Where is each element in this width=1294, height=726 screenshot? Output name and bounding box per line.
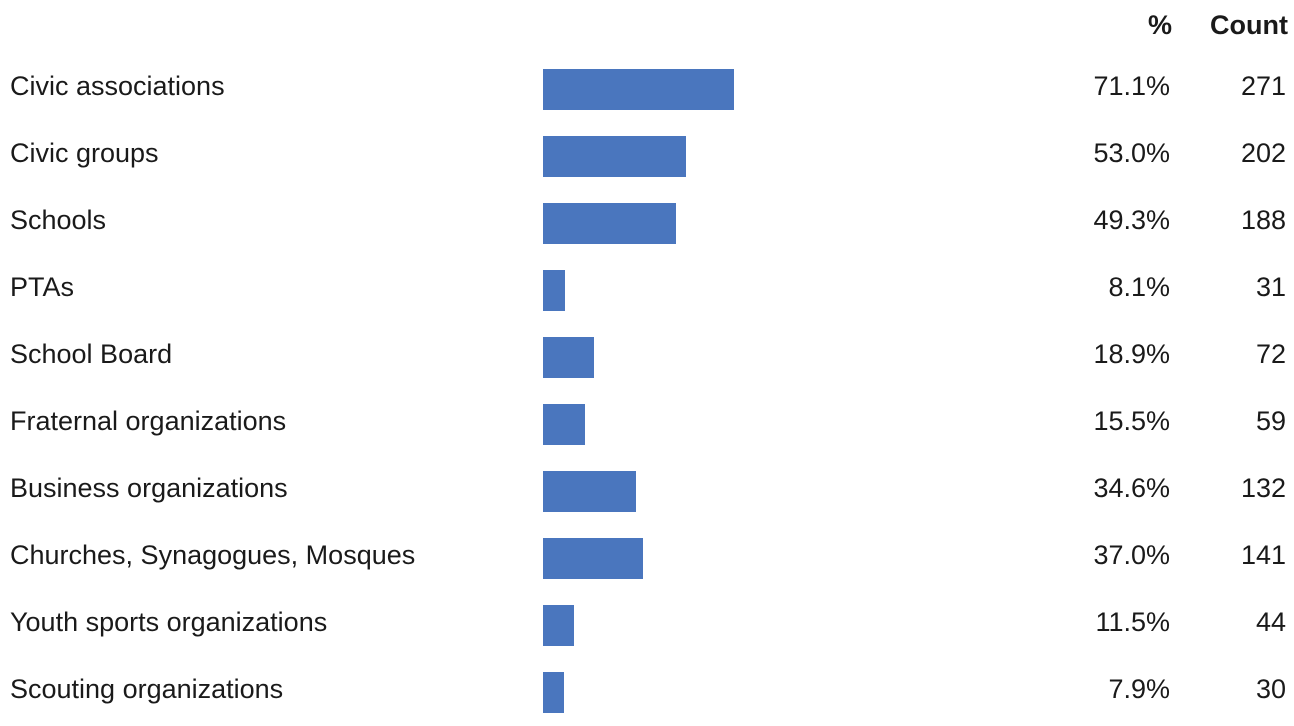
table-row: Schools 49.3% 188 [0,190,1294,257]
bar [543,404,585,445]
count-value: 72 [1255,339,1286,369]
count-value: 30 [1255,674,1286,704]
percent-value: 7.9% [1108,674,1170,704]
category-label: Churches, Synagogues, Mosques [10,540,416,570]
percent-value: 15.5% [1093,406,1170,436]
bar [543,471,636,512]
percent-value: 53.0% [1093,138,1170,168]
table-row: Scouting organizations 7.9% 30 [0,659,1294,726]
table-row: Civic groups 53.0% 202 [0,123,1294,190]
category-label: Fraternal organizations [10,406,287,436]
percent-value: 8.1% [1108,272,1170,302]
percent-value: 18.9% [1093,339,1170,369]
table-row: School Board 18.9% 72 [0,324,1294,391]
count-value: 31 [1255,272,1286,302]
category-label: Civic groups [10,138,159,168]
bar [543,672,564,713]
percent-column-header: % [1147,10,1172,40]
bar [543,538,643,579]
bar [543,203,676,244]
table-row: Churches, Synagogues, Mosques 37.0% 141 [0,525,1294,592]
bar [543,337,594,378]
table-row: PTAs 8.1% 31 [0,257,1294,324]
category-label: Civic associations [10,71,225,101]
percent-value: 37.0% [1093,540,1170,570]
bar [543,136,686,177]
category-label: Business organizations [10,473,288,503]
count-value: 271 [1240,71,1286,101]
percent-value: 34.6% [1093,473,1170,503]
count-value: 141 [1240,540,1286,570]
category-label: Youth sports organizations [10,607,328,637]
bar [543,69,734,110]
count-value: 132 [1240,473,1286,503]
category-label: Scouting organizations [10,674,284,704]
percent-value: 71.1% [1093,71,1170,101]
count-value: 44 [1255,607,1286,637]
count-value: 59 [1255,406,1286,436]
category-label: Schools [10,205,107,235]
table-row: Business organizations 34.6% 132 [0,458,1294,525]
table-row: Civic associations 71.1% 271 [0,56,1294,123]
percent-value: 11.5% [1095,607,1170,637]
count-value: 202 [1240,138,1286,168]
count-value: 188 [1240,205,1286,235]
category-label: School Board [10,339,173,369]
percent-value: 49.3% [1093,205,1170,235]
bar [543,605,574,646]
count-column-header: Count [1210,10,1288,40]
bar-table: Civic associations 71.1% 271 Civic groups 53… [0,56,1294,726]
category-label: PTAs [10,272,75,302]
table-row: Youth sports organizations 11.5% 44 [0,592,1294,659]
table-row: Fraternal organizations 15.5% 59 [0,391,1294,458]
bar [543,270,565,311]
